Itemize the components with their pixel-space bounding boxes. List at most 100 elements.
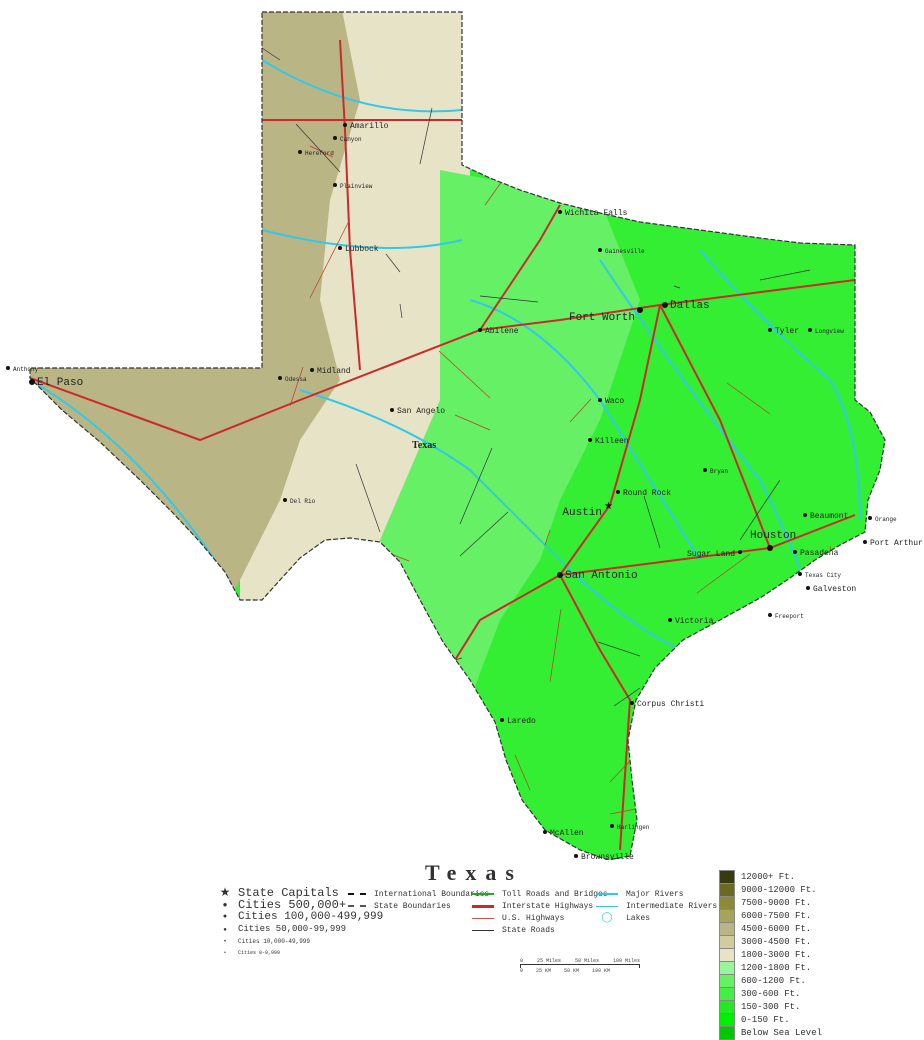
us-highway [726,382,771,415]
city-dot [543,830,547,834]
city-el-paso: El Paso [29,377,83,389]
elevation-swatch [719,973,735,988]
state-road-line-icon [472,929,494,931]
dot-icon: ● [222,913,228,921]
city-label: Dallas [670,300,710,312]
legend-points: ★ State Capitals ● Cities 500,000+ ● Cities… [218,885,384,959]
legend-state-boundary: State Boundaries [348,900,489,912]
legend-us-highways: U.S. Highways [472,912,608,924]
elevation-label: 150-300 Ft. [741,1001,801,1012]
city-texas-city: Texas City [798,572,841,579]
interstate-highway [659,304,771,549]
scale-label: 100 Miles [612,958,640,964]
us-highway [802,786,811,807]
city-label: Sugar Land [687,550,735,559]
city-canyon: Canyon [333,136,362,143]
city-label: Houston [750,530,796,542]
legend-elevation-row: 4500-6000 Ft. [719,921,822,936]
state-road [739,479,781,541]
legend-cities-small: • Cities 0-9,999 [218,947,383,959]
city-dot [703,468,707,472]
state-road [419,107,433,165]
interstate-highway [479,204,561,331]
legend-interstates: Interstate Highways [472,900,608,912]
state-boundary [29,11,886,860]
city-dot [278,376,282,380]
city-pasadena: Pasadena [793,549,839,558]
city-austin: ★Austin [562,501,613,519]
state-label: Texas [412,440,436,451]
city-label: Bryan [710,468,728,475]
elevation-label: 3000-4500 Ft. [741,936,812,947]
river-line-icon [596,905,618,907]
city-dot [637,307,643,313]
city-dot [598,398,602,402]
legend-state-capitals: ★ State Capitals [219,885,339,901]
legend-elevation-row: 600-1200 Ft. [719,973,822,988]
city-orange: Orange [868,516,897,523]
city-dot [806,586,810,590]
city-dot [738,550,742,554]
city-dot [333,183,337,187]
city-label: Austin [562,507,602,519]
lake-icon: ◯ [601,913,613,924]
city-killeen: Killeen [588,437,629,446]
scale-label: 100 KM [591,968,610,974]
scale-label: 25 KM [535,968,551,974]
city-round-rock: Round Rock [616,489,671,498]
legend-elevation-row: Below Sea Level [719,1025,823,1040]
city-dot [333,136,337,140]
legend-elevation-row: 0-150 Ft. [719,1012,822,1027]
elevation-label: 9000-12000 Ft. [741,884,817,895]
us-highway [438,350,491,399]
city-san-angelo: San Angelo [390,407,445,416]
city-dot [793,550,797,554]
legend-state-roads: State Roads [472,924,608,936]
city-label: Laredo [507,717,536,726]
city-label: Texas City [805,572,841,579]
city-label: Waco [605,397,624,406]
state-road [567,91,621,157]
city-label: Galveston [813,585,856,594]
legend-major-rivers: Major Rivers [596,888,717,900]
city-amarillo: Amarillo [343,122,389,131]
city-labels: El Paso Amarillo Lubbock Midland Odessa San A… [6,122,923,860]
city-dot [338,246,342,250]
elevation-label: 600-1200 Ft. [741,975,806,986]
us-highway [329,770,380,799]
city-dot [310,368,314,372]
major-river-line-icon [596,893,618,895]
elevation-swatch [719,921,735,936]
legend-international-boundary: International Boundaries [348,888,489,900]
city-laredo: Laredo [500,717,536,726]
city-dot [630,701,634,705]
elevation-label: 7500-9000 Ft. [741,897,812,908]
city-dot [808,328,812,332]
city-dot [557,572,563,578]
interstate-highway [559,574,632,851]
city-sugar-land: Sugar Land [687,550,742,559]
city-label: San Angelo [397,407,445,416]
city-dallas: Dallas [662,300,710,312]
elevation-label: Below Sea Level [741,1027,823,1038]
city-label: Corpus Christi [637,700,704,709]
city-dot [343,123,347,127]
us-highway [514,754,531,791]
city-label: Anthony [13,366,39,373]
city-label: Round Rock [623,489,671,498]
city-longview: Longview [808,328,844,335]
elevation-swatch [719,895,735,910]
city-houston: Houston [750,530,796,551]
city-dot [798,572,802,576]
legend-roads: Toll Roads and Bridges Interstate Highwa… [472,888,608,936]
city-brownsville: Brownsville [574,853,634,860]
plateau-elevation-zone [240,12,475,600]
city-label: Orange [875,516,897,523]
city-label: Brownsville [581,853,634,860]
city-galveston: Galveston [806,585,856,594]
city-label: Hereford [305,150,334,157]
elevation-label: 1200-1800 Ft. [741,962,812,973]
city-lubbock: Lubbock [338,245,379,254]
city-anthony: Anthony [6,366,39,373]
scale-label: 50 Miles [574,958,599,964]
